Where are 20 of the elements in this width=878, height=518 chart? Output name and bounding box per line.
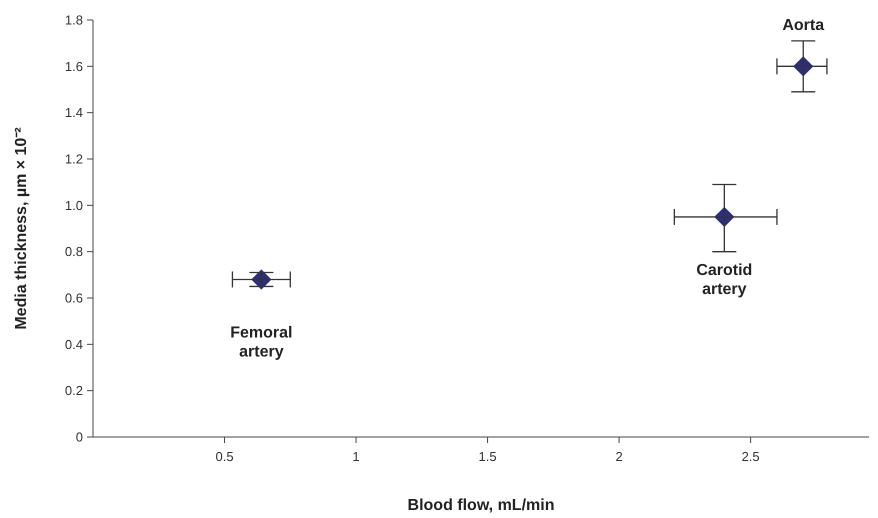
y-tick-label: 0.8 [64,244,83,260]
annotation: Carotid artery [696,262,752,298]
y-tick-label: 1.4 [64,105,83,120]
y-tick-label: 0.6 [64,290,83,306]
y-tick-label: 0.4 [64,336,83,352]
y-tick-label: 0 [76,430,83,445]
x-tick-label: 2 [615,449,623,464]
x-tick-label: 1 [352,449,360,464]
x-tick-label: 1.5 [478,449,497,464]
y-tick-label: 1.6 [64,58,83,74]
annotation: Aorta [782,16,824,34]
y-tick-label: 1.2 [64,152,83,167]
x-axis-title: Blood flow, mL/min [408,497,554,514]
y-tick-label: 1.8 [64,12,83,28]
y-tick-label: 1.0 [64,198,83,213]
x-tick-label: 2.5 [742,449,760,464]
annotation: Femoral artery [230,324,292,361]
x-tick-label: 0.5 [215,449,234,464]
y-axis-title: Media thickness, µm × 10⁻² [13,127,30,330]
y-tick-label: 0.2 [64,383,83,398]
